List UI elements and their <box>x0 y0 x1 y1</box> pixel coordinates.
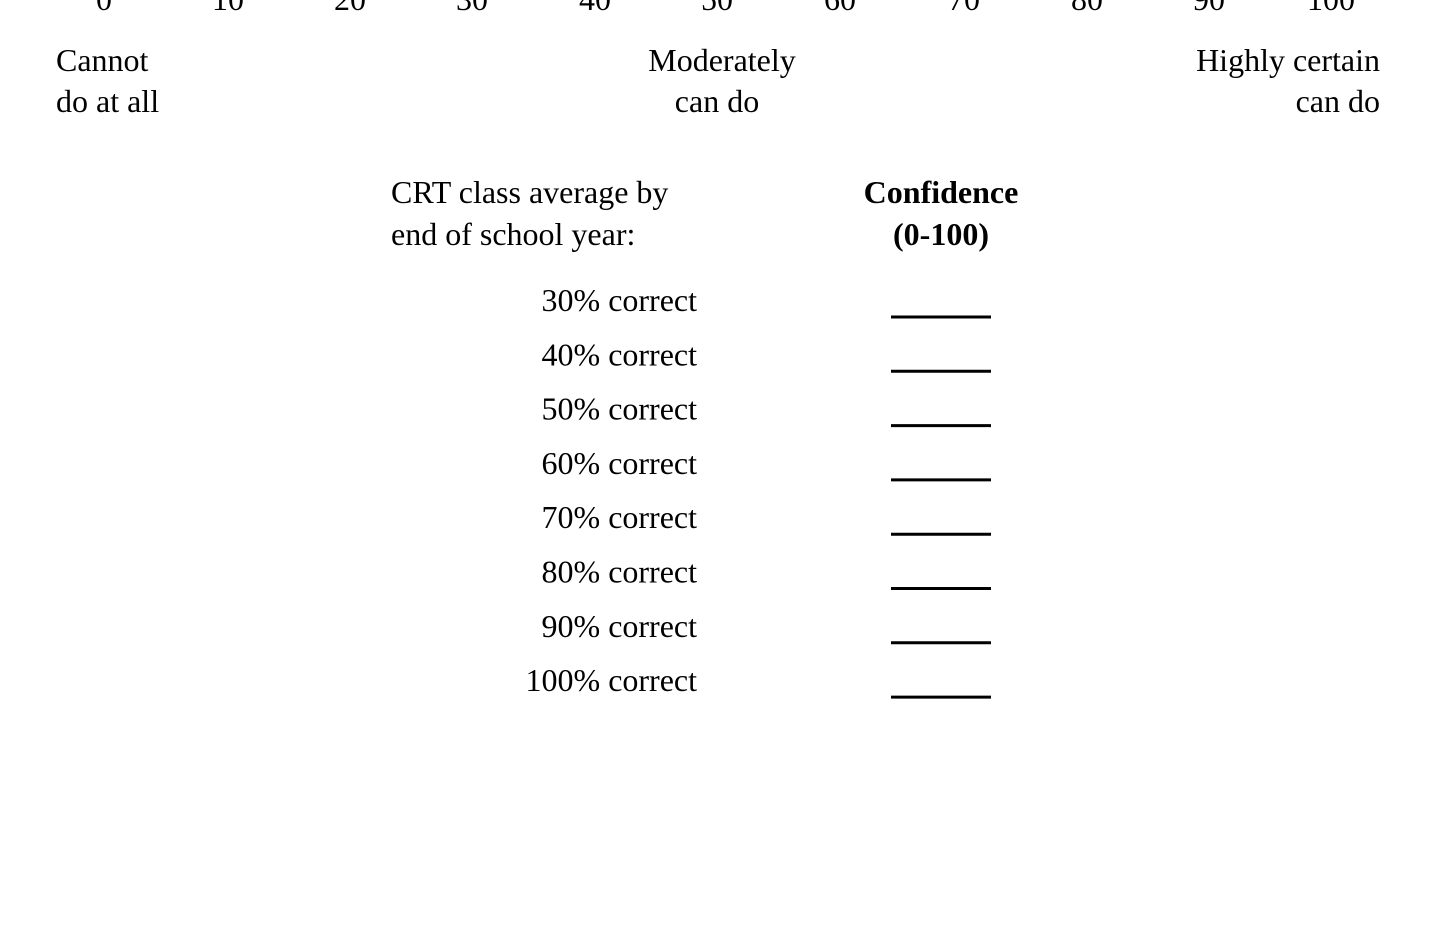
row-label: 30% correct <box>542 282 698 318</box>
scale-number: 90 <box>1193 0 1225 17</box>
header-label: CRT class average by <box>391 174 668 210</box>
anchor-label: Highly certain <box>1196 42 1380 78</box>
scale-number: 0 <box>96 0 112 17</box>
scale-number: 80 <box>1071 0 1103 17</box>
scale-number: 50 <box>701 0 733 17</box>
header-label: end of school year: <box>391 216 635 252</box>
scale-number: 20 <box>334 0 366 17</box>
anchor-label: Moderately <box>648 42 796 78</box>
row-label: 60% correct <box>542 445 698 481</box>
row-label: 70% correct <box>542 499 698 535</box>
header-confidence: Confidence <box>864 174 1019 210</box>
scale-number: 10 <box>212 0 244 17</box>
scale-number: 60 <box>824 0 856 17</box>
anchor-label: can do <box>675 83 759 119</box>
header-confidence: (0-100) <box>893 216 989 252</box>
scale-number: 30 <box>456 0 488 17</box>
anchor-label: do at all <box>56 83 159 119</box>
row-label: 100% correct <box>526 662 698 698</box>
anchor-label: Cannot <box>56 42 149 78</box>
row-label: 80% correct <box>542 554 698 590</box>
scale-number: 40 <box>579 0 611 17</box>
scale-number: 100 <box>1307 0 1355 17</box>
row-label: 50% correct <box>542 391 698 427</box>
scale-number: 70 <box>948 0 980 17</box>
row-label: 40% correct <box>542 336 698 372</box>
row-label: 90% correct <box>542 608 698 644</box>
anchor-label: can do <box>1296 83 1380 119</box>
